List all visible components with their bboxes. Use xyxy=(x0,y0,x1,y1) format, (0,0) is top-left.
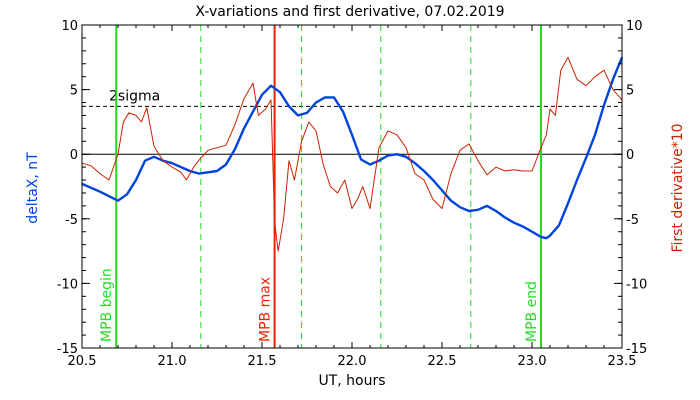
y-tick-label-left: -5 xyxy=(65,213,78,228)
plot-frame xyxy=(81,24,623,349)
y-tick-label-right: -15 xyxy=(626,342,647,357)
chart-title: X-variations and first derivative, 07.02… xyxy=(195,4,504,20)
chart-marks: 2sigma MPB begin MPB max MPB end 20.5 21.0 21.… xyxy=(57,19,647,369)
series-line-derivative xyxy=(81,56,623,252)
y-axis-label-left: deltaX, nT xyxy=(25,152,41,224)
y-tick-label-left: 0 xyxy=(70,148,78,163)
x-tick-label: 20.5 xyxy=(68,354,97,369)
y-tick-label-left: -15 xyxy=(57,342,78,357)
y-tick-label-right: 5 xyxy=(626,84,634,99)
event-label-0: MPB begin xyxy=(99,268,115,342)
x-tick-label: 21.0 xyxy=(158,354,187,369)
y-tick-label-right: -5 xyxy=(626,213,639,228)
y-tick-label-left: 10 xyxy=(61,19,78,34)
event-label-1: MPB max xyxy=(258,277,274,342)
x-axis-label: UT, hours xyxy=(318,373,385,389)
y-axis-label-right: First derivative*10 xyxy=(670,123,686,252)
x-tick-label: 22.5 xyxy=(428,354,457,369)
x-tick-label: 21.5 xyxy=(248,354,277,369)
x-tick-label: 23.0 xyxy=(518,354,547,369)
y-tick-label-left: -10 xyxy=(57,277,78,292)
x-tick-label: 22.0 xyxy=(338,354,367,369)
series-line-deltax xyxy=(81,56,624,240)
sigma-label: 2sigma xyxy=(109,88,160,104)
y-tick-label-right: 0 xyxy=(626,148,634,163)
y-tick-label-left: 5 xyxy=(70,84,78,99)
x-tick-label: 23.5 xyxy=(608,354,637,369)
y-tick-label-right: 10 xyxy=(626,19,643,34)
event-label-2: MPB end xyxy=(524,281,540,342)
y-tick-label-right: -10 xyxy=(626,277,647,292)
